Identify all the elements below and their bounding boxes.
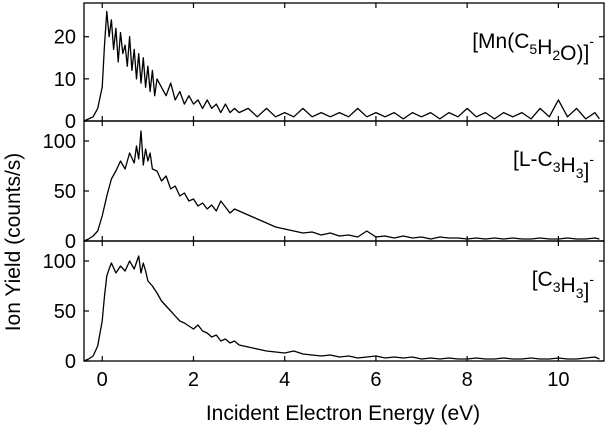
species-label-top: [Mn(C5H2O)]- <box>472 30 594 65</box>
species-label-middle: [L-C3H3]- <box>513 148 594 183</box>
species-label-part: - <box>589 33 594 49</box>
panel-frame <box>83 2 605 122</box>
x-tick-label: 6 <box>370 369 381 391</box>
y-tick-label: 0 <box>65 351 76 373</box>
species-label-part: 3 <box>553 159 561 175</box>
series-line-middle <box>83 130 600 242</box>
x-tick-label: 2 <box>188 369 199 391</box>
species-label-part: H <box>561 154 576 177</box>
y-tick-label: 0 <box>65 111 76 133</box>
x-tick-label: 10 <box>547 369 569 391</box>
species-label-part: H <box>537 36 552 59</box>
y-tick-label: 20 <box>54 27 76 49</box>
species-label-part: ] <box>583 280 589 303</box>
species-label-bottom: [C3H3]- <box>532 268 595 303</box>
x-tick-label: 0 <box>97 369 108 391</box>
panel-top: 0 10 20 [Mn(C5H2O)]- <box>54 2 605 133</box>
panel-frame <box>83 240 605 362</box>
x-axis-title: Incident Electron Energy (eV) <box>206 402 480 425</box>
species-label-part: [C <box>532 268 553 291</box>
species-label-part: 3 <box>576 165 584 181</box>
y-tick-label: 50 <box>54 301 76 323</box>
series-line-bottom <box>83 255 600 362</box>
species-label-part: [Mn(C <box>472 30 529 53</box>
species-label-part: 3 <box>576 285 584 301</box>
species-label-part: ] <box>583 160 589 183</box>
species-label-part: 5 <box>529 41 537 57</box>
species-label-part: 2 <box>552 47 560 63</box>
species-label-part: 3 <box>553 279 561 295</box>
x-tick-label: 4 <box>279 369 290 391</box>
y-tick-label: 100 <box>43 131 76 153</box>
y-tick-label: 10 <box>54 69 76 91</box>
y-axis-title: Ion Yield (counts/s) <box>2 153 25 332</box>
y-tick-label: 0 <box>65 231 76 253</box>
x-tick-labels: 0 2 4 6 8 10 <box>97 369 570 391</box>
species-label-part: H <box>561 274 576 297</box>
y-tick-label: 50 <box>54 181 76 203</box>
species-label-part: O)] <box>560 42 589 65</box>
y-tick-label: 100 <box>43 251 76 273</box>
species-label-part: [L-C <box>513 148 553 171</box>
species-label-part: - <box>589 271 594 287</box>
species-label-part: - <box>589 151 594 167</box>
x-tick-label: 8 <box>462 369 473 391</box>
series-line-top <box>83 10 600 122</box>
